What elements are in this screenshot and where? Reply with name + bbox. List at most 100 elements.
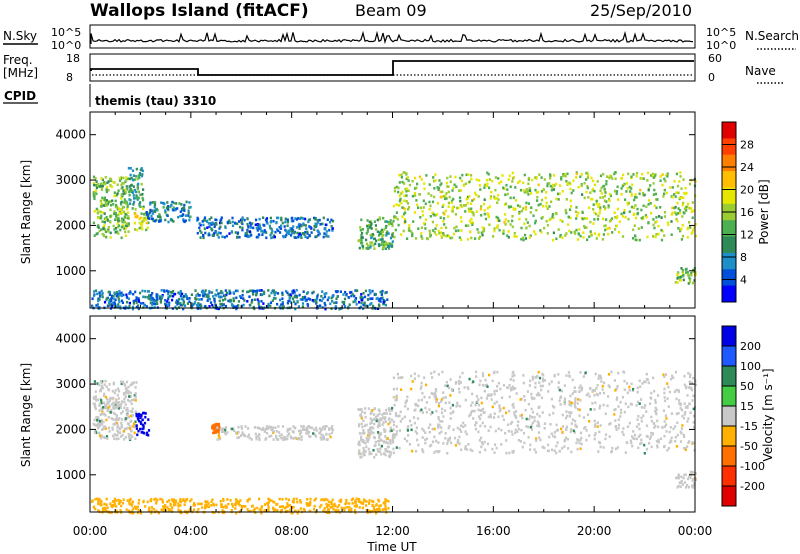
velocity-cell [688,380,691,384]
power-cell [167,297,170,301]
power-cell [394,228,397,232]
velocity-cell [94,498,97,501]
velocity-cell [538,424,541,428]
velocity-cell [130,382,133,385]
velocity-cell [444,384,447,387]
power-cell [350,290,353,294]
power-cell [260,289,263,292]
velocity-cell [216,426,219,429]
velocity-ytick-label: 2000 [55,422,86,436]
power-cell [681,203,684,207]
power-cell [154,302,157,306]
power-cell [214,293,217,296]
power-cell [131,307,135,311]
velocity-cell [463,386,466,389]
power-cell [604,228,607,232]
velocity-cell [370,426,373,429]
velocity-cell [168,508,171,512]
power-cell [624,215,627,219]
velocity-cell [585,438,588,442]
power-cell [586,238,589,242]
power-cell [294,236,297,239]
power-cell [288,299,291,302]
power-cell [110,179,113,182]
velocity-cell [449,417,452,420]
velocity-cell [424,406,427,410]
power-cell [125,296,129,299]
velocity-cell [423,376,426,379]
velocity-cell [539,438,542,442]
power-cell [224,298,227,301]
power-cell [134,215,137,219]
power-cell [195,294,198,297]
power-cell [620,187,623,190]
power-cell [101,196,104,200]
power-cell [302,222,305,225]
power-cell [659,179,662,182]
power-cell [452,197,455,201]
velocity-cell [615,387,618,390]
velocity-cell [489,413,492,417]
velocity-cell [550,432,553,436]
power-cell [144,295,147,299]
velocity-cell [94,390,97,393]
power-cell [120,225,123,229]
power-cell [390,222,393,225]
velocity-cell [596,393,599,397]
power-cell [364,289,367,293]
power-cell [198,226,201,230]
power-ylabel: Slant Range [km] [19,160,33,264]
velocity-cell [514,431,517,435]
velocity-cell [491,447,494,451]
power-cell [676,201,679,205]
power-cell [408,183,411,187]
power-cell [188,201,191,204]
power-cell [474,237,477,240]
velocity-cell [326,498,329,502]
power-cell [100,228,103,231]
velocity-cell [643,443,646,447]
velocity-cell [247,510,250,513]
power-cell [203,216,207,219]
power-cell [103,300,107,304]
velocity-cell [281,498,284,501]
velocity-cell [660,437,663,441]
power-cell [511,177,515,180]
power-colorbar-tick-label: 16 [740,206,754,219]
velocity-cell [448,386,451,390]
x-tick-label: 08:00 [274,524,309,538]
power-cell [276,292,280,295]
power-cell [207,296,210,300]
power-cell [201,220,204,223]
power-cell [232,299,235,303]
velocity-cell [430,372,433,375]
power-cell [297,235,300,239]
power-cell [679,171,682,174]
power-cell [373,247,376,250]
velocity-cell [280,436,283,440]
power-cell [694,223,697,226]
power-cell [627,217,630,221]
power-cell [127,223,130,227]
power-cell [359,226,362,229]
velocity-cell [133,422,136,425]
power-cell [93,294,96,297]
power-cell [647,221,650,225]
velocity-cell [413,421,416,425]
power-cell [676,281,679,284]
velocity-cell [588,420,591,423]
power-cell [123,198,126,201]
power-cell [139,221,142,225]
power-cell [218,299,221,303]
velocity-cell [363,424,367,428]
power-cell [294,217,297,220]
power-cell [211,303,214,307]
power-cell [593,232,597,235]
velocity-cell [461,371,464,375]
velocity-cell [375,511,378,515]
velocity-echo-region [357,406,395,459]
power-cell [151,297,154,300]
velocity-cell [351,497,355,501]
velocity-cell [113,497,116,501]
velocity-cell [560,389,563,393]
